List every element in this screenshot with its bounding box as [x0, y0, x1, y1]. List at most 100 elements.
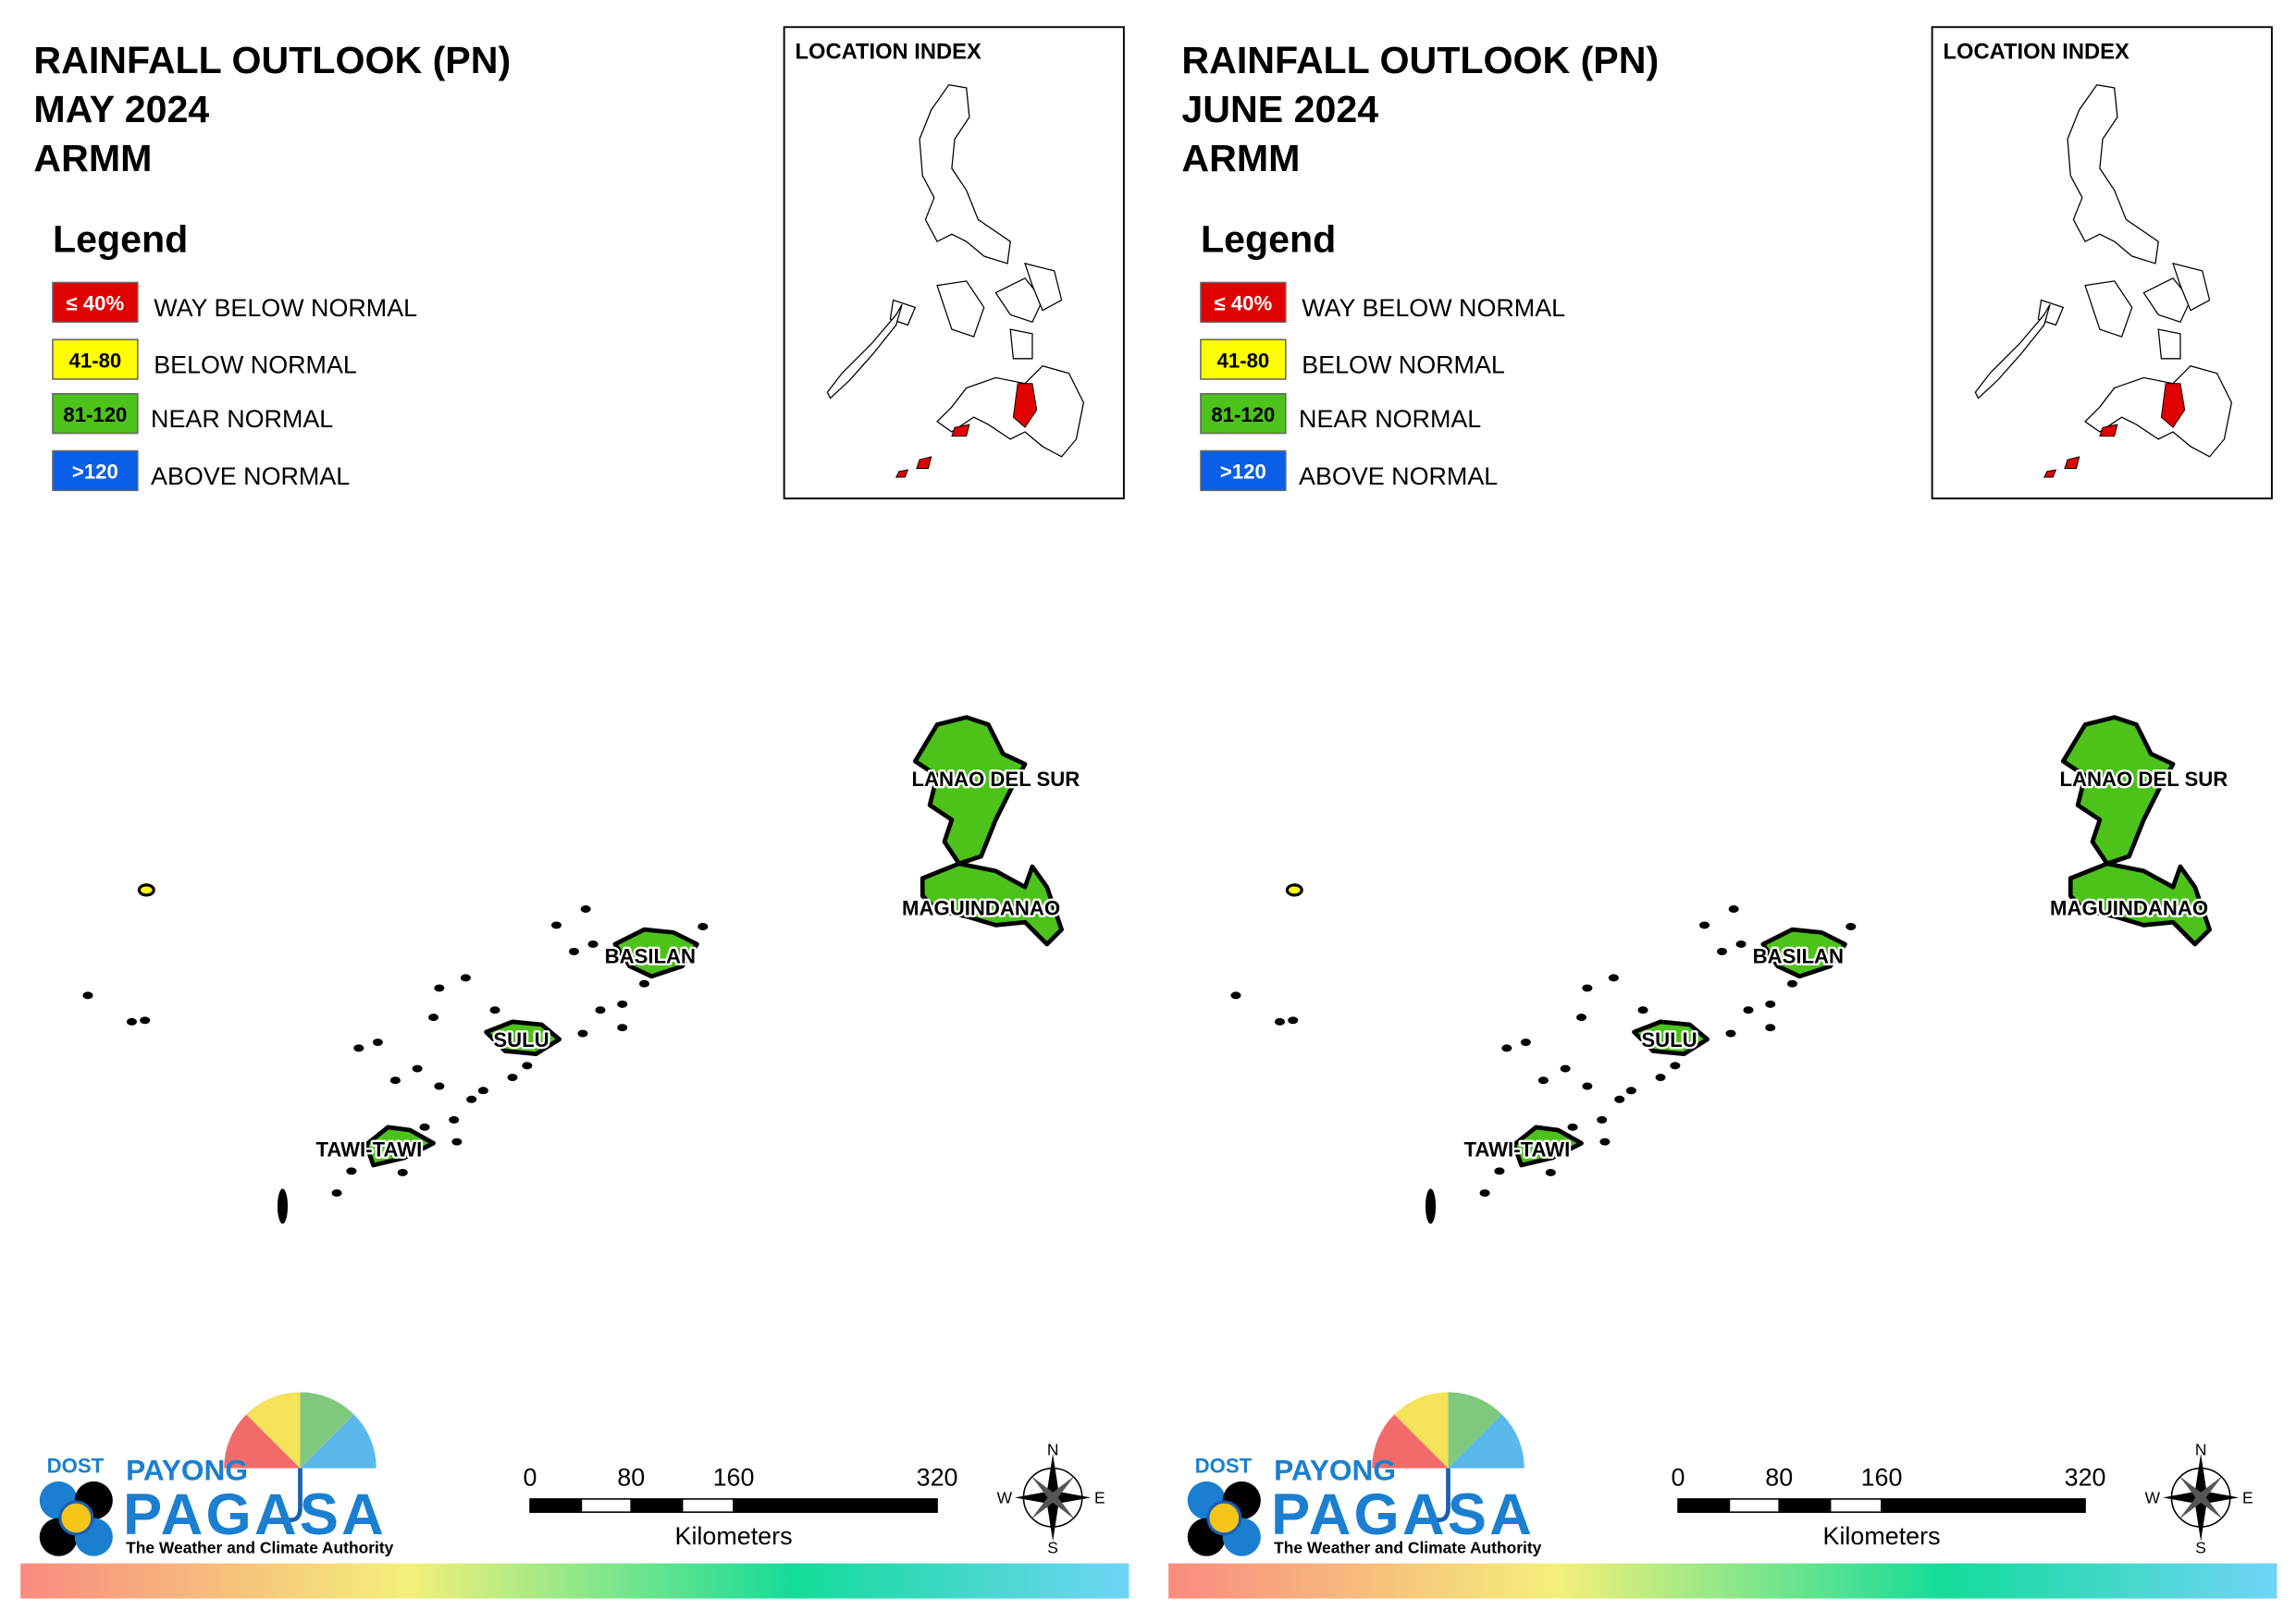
compass-star-minor — [1031, 1475, 1075, 1520]
small-island — [1698, 921, 1710, 929]
place-label: LANAO DEL SUR — [2059, 768, 2228, 791]
umbrella-segment — [1394, 1392, 1449, 1469]
compass-letter: S — [2195, 1538, 2206, 1556]
legend-title: Legend — [1201, 217, 1336, 260]
small-island — [353, 1044, 364, 1052]
small-island — [1274, 1017, 1286, 1026]
small-island — [1537, 1076, 1549, 1085]
index-armm-islands — [2043, 424, 2118, 478]
title-line: RAINFALL OUTLOOK (PN) — [33, 39, 511, 81]
scale-tick-label: 320 — [917, 1464, 958, 1492]
small-island — [1625, 1087, 1636, 1095]
small-island — [466, 1095, 477, 1103]
small-island — [1765, 1000, 1776, 1008]
small-island — [1845, 923, 1857, 930]
legend-swatch-label: 81-120 — [1211, 403, 1275, 426]
mindanao-outline — [2084, 365, 2233, 458]
logo-payong: PAYONG — [126, 1453, 248, 1486]
compass-letter: W — [2145, 1489, 2161, 1507]
small-island — [1597, 1115, 1608, 1124]
legend-label: NEAR NORMAL — [1299, 405, 1481, 433]
small-island — [451, 1137, 463, 1146]
legend-swatch-label: 41-80 — [69, 349, 122, 372]
small-island — [489, 1006, 500, 1014]
umbrella-handle — [286, 1468, 302, 1522]
small-island — [1765, 1024, 1776, 1032]
legend-swatch-label: >120 — [72, 461, 118, 484]
small-island — [1501, 1044, 1512, 1052]
scale-tick-label: 80 — [617, 1464, 645, 1492]
legend-swatch — [52, 281, 139, 324]
small-island — [82, 991, 93, 1000]
logo-dost: DOST — [1195, 1454, 1253, 1477]
legend-label: WAY BELOW NORMAL — [154, 294, 417, 322]
logo-seal — [58, 1500, 94, 1536]
umbrella-segment — [224, 1414, 301, 1469]
location-index-title: LOCATION INDEX — [796, 40, 981, 64]
small-island — [346, 1167, 357, 1175]
small-island — [638, 979, 650, 988]
place-label: LANAO DEL SUR — [911, 768, 1080, 791]
small-island — [1576, 1014, 1587, 1022]
umbrella-segment — [1372, 1414, 1449, 1469]
small-island — [617, 1000, 628, 1008]
compass-letter: N — [1047, 1440, 1059, 1458]
color-band — [20, 1563, 1129, 1599]
basilan — [612, 927, 699, 979]
legend-label: NEAR NORMAL — [151, 405, 333, 433]
panel: RAINFALL OUTLOOK (PN) MAY 2024 ARMM Legend ≤… — [20, 26, 1129, 1599]
legend-swatch — [52, 393, 139, 435]
small-island — [1288, 1016, 1299, 1025]
small-island — [1582, 1082, 1593, 1090]
palawan-outline — [826, 303, 903, 400]
compass-letter: N — [2195, 1440, 2207, 1458]
legend-swatch-label: 81-120 — [63, 403, 127, 426]
small-island — [1599, 1137, 1611, 1146]
legend-swatch-label: >120 — [1220, 461, 1266, 484]
umbrella-segment — [300, 1392, 354, 1469]
scale-tick-label: 0 — [524, 1464, 537, 1492]
small-island — [1608, 974, 1619, 982]
compass-star-minor — [2179, 1475, 2223, 1520]
small-island — [577, 1029, 588, 1038]
place-label: SULU — [1641, 1028, 1697, 1051]
small-island — [140, 1016, 151, 1025]
legend-swatch-label: ≤ 40% — [1215, 292, 1273, 315]
scale-bar-segment — [1829, 1498, 1882, 1513]
legend-label: ABOVE NORMAL — [151, 462, 350, 490]
scale-bar-segment — [681, 1498, 734, 1513]
small-island — [434, 1082, 445, 1090]
tawi-tawi — [1512, 1125, 1584, 1168]
small-island — [1285, 883, 1303, 897]
small-island — [419, 1123, 430, 1131]
legend-swatch — [52, 449, 139, 492]
small-island — [1614, 1095, 1625, 1103]
small-island — [1655, 1074, 1666, 1081]
index-armm-islands — [895, 424, 970, 478]
scale-bar-segment — [630, 1498, 684, 1513]
title-line: MAY 2024 — [33, 88, 209, 130]
lanao-del-sur — [912, 715, 1028, 867]
small-island — [1786, 979, 1798, 988]
small-island — [1567, 1123, 1578, 1131]
small-island — [1560, 1064, 1571, 1073]
legend-swatch — [52, 338, 139, 380]
place-label: MAGUINDANAO — [2050, 896, 2208, 919]
visayas-outline — [889, 277, 1043, 360]
small-island — [460, 974, 471, 982]
scale-bar-segment — [1881, 1498, 2086, 1513]
logo-pagasa: PAGASA — [1271, 1482, 1535, 1547]
small-island — [1637, 1006, 1648, 1014]
small-island — [1479, 1189, 1490, 1198]
logo-pagasa: PAGASA — [123, 1482, 387, 1547]
compass-letter: E — [1094, 1489, 1105, 1507]
small-island — [477, 1087, 488, 1095]
small-island — [1230, 991, 1241, 1000]
small-island — [137, 883, 155, 897]
place-label: BASILAN — [1753, 945, 1844, 968]
index-armm-lanao — [2160, 383, 2186, 428]
small-island — [372, 1039, 383, 1046]
legend-swatch — [1200, 338, 1287, 380]
